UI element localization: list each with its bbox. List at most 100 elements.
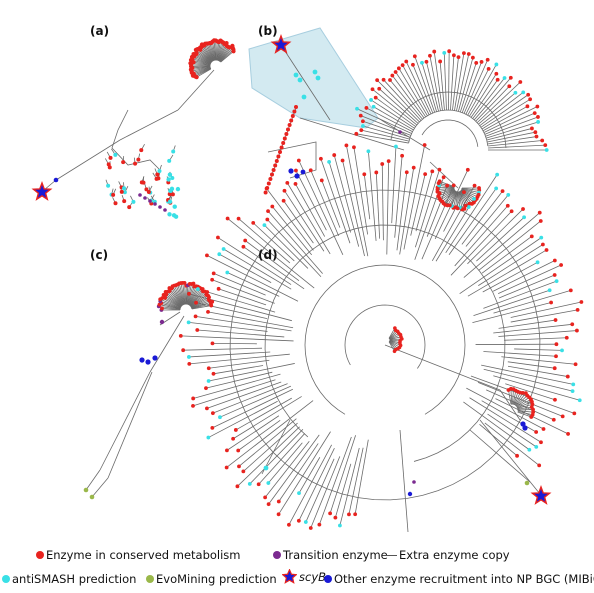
panel-label-b: (b) [258,24,278,38]
conserved-enzyme-dot [236,484,240,488]
tree-branch [488,145,545,148]
tree-branch [287,183,330,254]
conserved-enzyme-dot [445,184,449,188]
conserved-enzyme-dot [462,51,466,55]
conserved-enzyme-dot [270,173,274,177]
conserved-enzyme-dot [430,169,434,173]
conserved-enzyme-dot [147,190,151,194]
antismash-dot [536,260,540,264]
transition-enzyme-dot [148,199,152,203]
conserved-enzyme-dot [374,96,378,100]
antismash-dot [113,153,117,157]
conserved-enzyme-dot [574,362,578,366]
conserved-enzyme-dot [412,166,416,170]
conserved-enzyme-dot [572,412,576,416]
conserved-enzyme-dot [280,146,284,150]
conserved-enzyme-dot [291,114,295,118]
conserved-enzyme-dot [467,52,471,56]
conserved-enzyme-dot [205,407,209,411]
antismash-dot [174,215,178,219]
conserved-enzyme-dot [494,63,498,67]
antismash-dot [366,149,370,153]
mibig-dot [54,178,59,183]
antismash-dot [248,482,252,486]
conserved-enzyme-dot [545,248,549,252]
conserved-enzyme-dot [380,162,384,166]
antismash-dot [171,149,175,153]
antismash-dot [548,288,552,292]
conserved-enzyme-dot [210,278,214,282]
conserved-enzyme-dot [530,127,534,131]
legend-item-conserved: Enzyme in conserved metabolism [36,548,241,562]
antismash-dot [225,271,229,275]
conserved-enzyme-dot [333,516,337,520]
conserved-enzyme-dot [127,205,131,209]
conserved-enzyme-dot [457,55,461,59]
antismash-dot [313,70,318,75]
antismash-dot [196,287,200,291]
conserved-enzyme-dot [209,304,213,308]
antismash-dot [217,252,221,256]
conserved-enzyme-dot [438,60,442,64]
conserved-enzyme-dot [365,106,369,110]
tree-branch [189,294,292,321]
antismash-dot [266,481,270,485]
evomining-dot [525,481,530,486]
conserved-enzyme-dot [328,511,332,515]
legend-label-evomining: EvoMining prediction [156,572,277,586]
antismash-dot [173,205,177,209]
tree-branch [364,174,369,219]
purple-dot-icon [273,551,281,559]
conserved-enzyme-dot [361,119,365,123]
conserved-enzyme-dot [575,329,579,333]
conserved-enzyme-dot [374,171,378,175]
conserved-enzyme-dot [552,418,556,422]
conserved-enzyme-dot [345,143,349,147]
conserved-enzyme-dot [204,386,208,390]
conserved-enzyme-dot [361,124,365,128]
tree-branch [409,110,488,146]
conserved-enzyme-dot [111,193,115,197]
tree-branch [363,126,410,139]
tree-branch [197,330,284,337]
conserved-enzyme-dot [480,60,484,64]
conserved-enzyme-dot [319,157,323,161]
antismash-dot [302,95,307,100]
conserved-enzyme-dot [447,49,451,53]
scyb-star [532,487,549,503]
conserved-enzyme-dot [533,130,537,134]
conserved-enzyme-dot [554,318,558,322]
conserved-enzyme-dot [241,470,245,474]
conserved-enzyme-dot [420,61,424,65]
conserved-enzyme-dot [341,159,345,163]
antismash-dot [263,223,267,227]
mibig-dot [152,355,157,360]
mibig-dot [408,492,412,496]
conserved-enzyme-dot [288,123,292,127]
antismash-dot [327,160,331,164]
tree-branch [56,140,120,180]
legend-item-mibig: Other enzyme recruitment into NP BGC (MI… [324,572,594,586]
conserved-enzyme-dot [555,342,559,346]
legend-label-conserved: Enzyme in conserved metabolism [46,548,241,562]
conserved-enzyme-dot [404,60,408,64]
tree-branch [183,348,262,350]
conserved-enzyme-dot [559,263,563,267]
tree-branch [404,145,425,249]
conserved-enzyme-dot [265,187,269,191]
antismash-dot [304,520,308,524]
conserved-enzyme-dot [355,107,359,111]
conserved-enzyme-dot [471,56,475,60]
tree-branch [511,310,578,322]
tree-branch [243,423,297,471]
conserved-enzyme-dot [553,259,557,263]
antismash-dot [122,186,126,190]
conserved-enzyme-dot [294,105,298,109]
conserved-enzyme-dot [231,437,235,441]
antismash-dot [167,159,171,163]
tree-branch [321,159,350,243]
tree-branch [451,211,512,275]
conserved-enzyme-dot [108,165,112,169]
antismash-dot [555,279,559,283]
antismash-dot [187,320,191,324]
